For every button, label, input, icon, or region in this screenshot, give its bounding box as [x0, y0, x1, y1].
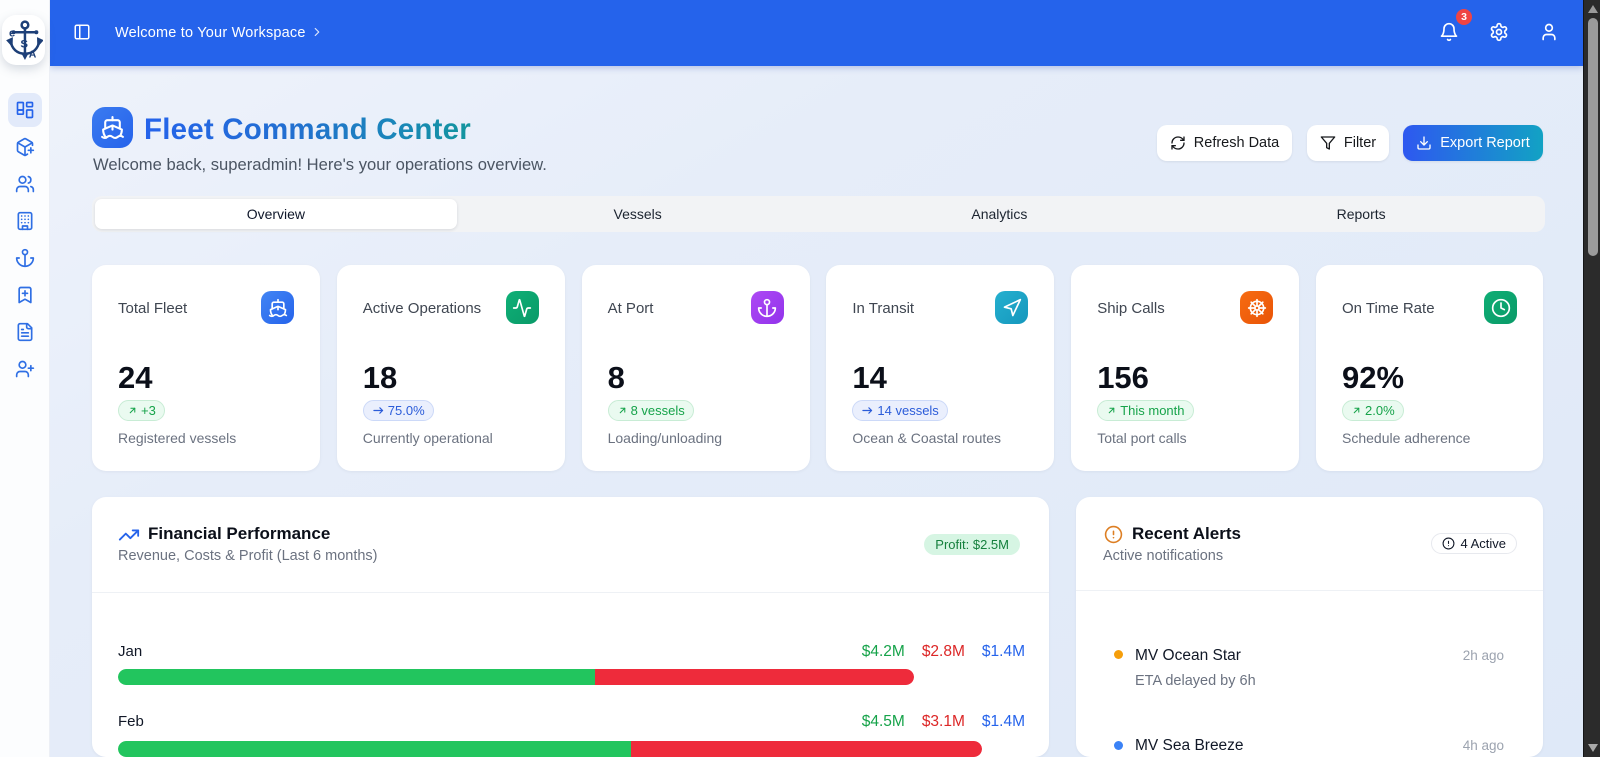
- svg-text:e: e: [8, 28, 14, 40]
- svg-text:S: S: [20, 39, 28, 51]
- svg-text:A: A: [28, 50, 36, 61]
